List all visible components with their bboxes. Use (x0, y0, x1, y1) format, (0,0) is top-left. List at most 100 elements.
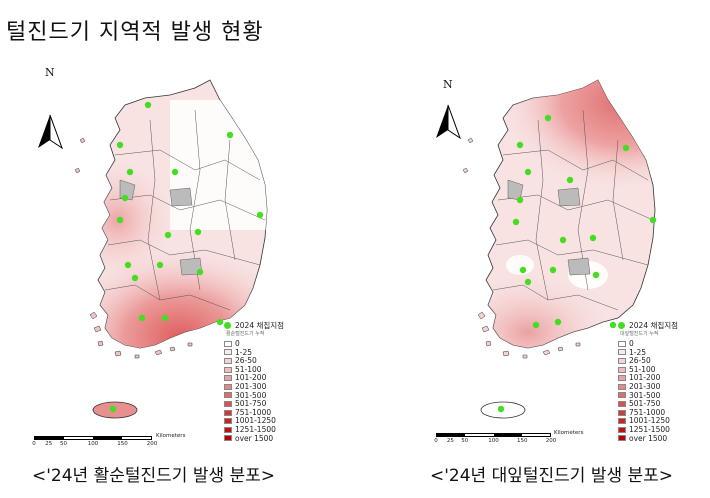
legend-swatch (618, 400, 626, 407)
legend-class-row: 101-200 (618, 374, 678, 383)
legend-class-row: 1251-1500 (224, 425, 284, 434)
legend-swatch (618, 340, 626, 347)
collection-point (161, 314, 169, 322)
collection-point (554, 318, 562, 326)
legend-swatch (224, 340, 232, 347)
legend-classes: 0 1-25 26-50 51-100 101-200 201-300 301-500 501… (618, 340, 678, 443)
scale-tick-label: 150 (517, 438, 528, 444)
legend-swatch (618, 375, 626, 382)
legend-point-label: 2024 채집지점 (629, 321, 679, 330)
legend-sub-label: 활순털진드기 누적 (226, 330, 265, 337)
legend-class-row: 501-750 (618, 400, 678, 409)
legend-class-label: 1251-1500 (235, 424, 276, 434)
collection-point (519, 266, 527, 274)
collection-point (609, 321, 617, 329)
scale-tick-label: 25 (45, 441, 53, 447)
legend-class-row: 101-200 (224, 374, 284, 383)
legend-class-row: 1001-1250 (224, 417, 284, 426)
legend-class-label: 1251-1500 (629, 424, 670, 434)
legend-class-row: 26-50 (618, 357, 678, 366)
legend-class-label: 1001-1250 (235, 416, 276, 426)
collection-point (171, 168, 179, 176)
legend-swatch (618, 392, 626, 399)
legend-class-label: 751-1000 (235, 407, 272, 417)
legend-swatch (224, 349, 232, 356)
legend-point-row: 2024 채집지점 (224, 322, 284, 330)
collection-point (649, 216, 657, 224)
legend-class-label: 26-50 (629, 356, 651, 366)
legend-right: 2024 채집지점 대잎털진드기 누적 0 1-25 26-50 51-100 101-… (618, 322, 678, 443)
scale-ticks: 0 25 50 100 150 200 (32, 441, 157, 449)
legend-swatch (224, 426, 232, 433)
scale-tick-label: 0 (434, 438, 438, 444)
scale-ticks: 0 25 50 100 150 200 (434, 438, 556, 446)
legend-class-label: 501-750 (235, 399, 267, 409)
scale-tick-label: 150 (117, 441, 128, 447)
collection-point (524, 278, 532, 286)
collection-point (126, 168, 134, 176)
coastal-islands-right (462, 137, 581, 359)
scale-bar-right: 0 25 50 100 150 200 Kilometers (434, 430, 583, 446)
scale-unit-label: Kilometers (554, 430, 584, 436)
collection-point (131, 274, 139, 282)
collection-point (256, 211, 264, 219)
legend-class-label: 1-25 (235, 347, 253, 357)
legend-class-row: 0 (224, 340, 284, 349)
legend-class-row: 301-500 (224, 391, 284, 400)
collection-point (544, 114, 552, 122)
legend-class-label: 301-500 (235, 390, 267, 400)
legend-class-row: 751-1000 (224, 408, 284, 417)
green-dot-icon (618, 322, 625, 330)
legend-swatch (618, 366, 626, 373)
legend-swatch (224, 375, 232, 382)
legend-swatch (618, 357, 626, 364)
scale-bar-graphic (436, 433, 551, 437)
collection-point (524, 168, 532, 176)
legend-swatch (224, 392, 232, 399)
korea-map-left (38, 79, 268, 419)
scale-tick-label: 100 (87, 441, 99, 447)
legend-swatch (618, 409, 626, 416)
collection-point (549, 266, 557, 274)
legend-class-row: 51-100 (224, 365, 284, 374)
collection-points-left (109, 101, 264, 413)
legend-swatch (224, 366, 232, 373)
legend-swatch (224, 383, 232, 390)
legend-class-label: 1001-1250 (629, 416, 670, 426)
collection-point (164, 231, 172, 239)
legend-class-label: over 1500 (235, 433, 274, 443)
north-label-left: N (45, 66, 55, 79)
scale-tick-label: 100 (488, 438, 499, 444)
legend-swatch (224, 435, 232, 442)
collection-point (622, 144, 630, 152)
legend-class-label: 101-200 (235, 373, 267, 383)
legend-class-row: 201-300 (618, 382, 678, 391)
legend-class-label: 101-200 (629, 373, 661, 383)
legend-class-row: 0 (618, 340, 678, 349)
legend-swatch (618, 383, 626, 390)
legend-class-row: 501-750 (224, 400, 284, 409)
legend-class-label: 301-500 (629, 390, 661, 400)
collection-point (589, 234, 597, 242)
legend-class-row: over 1500 (224, 434, 284, 443)
collection-point (196, 268, 204, 276)
collection-point (516, 196, 524, 204)
legend-class-label: over 1500 (629, 433, 668, 443)
collection-point (156, 261, 164, 269)
legend-class-row: 201-300 (224, 382, 284, 391)
legend-swatch (618, 435, 626, 442)
scale-tick-label: 50 (60, 441, 67, 447)
page-title: 털진드기 지역적 발생 현황 (6, 20, 264, 45)
korea-map-right (436, 79, 657, 419)
legend-swatch (618, 426, 626, 433)
collection-point (226, 131, 234, 139)
legend-point-row: 2024 채집지점 (618, 322, 678, 330)
legend-swatch (224, 400, 232, 407)
collection-point (116, 141, 124, 149)
collection-point (559, 236, 567, 244)
legend-point-label: 2024 채집지점 (235, 321, 285, 330)
legend-class-row: 1251-1500 (618, 425, 678, 434)
collection-point (216, 318, 224, 326)
green-dot-icon (224, 322, 231, 330)
legend-swatch (224, 357, 232, 364)
